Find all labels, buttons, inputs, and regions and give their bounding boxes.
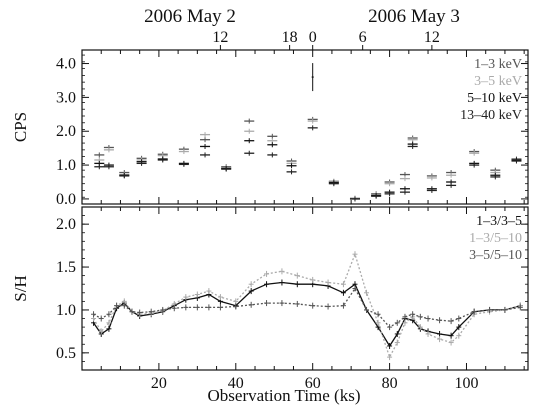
plot-frame: [81, 49, 529, 205]
legend-entry: 13–40 keV: [460, 108, 522, 123]
y-tick-label: 1.5: [56, 259, 76, 276]
legend-entry: 1–3/5–10: [469, 231, 522, 246]
x-axis-label: Observation Time (ks): [208, 386, 361, 405]
y-tick-label: 1.0: [56, 157, 76, 174]
series-line: [92, 281, 521, 348]
y-axis-label: S/H: [11, 275, 30, 301]
data-points: [94, 63, 522, 202]
top-hour-label: 12: [212, 29, 228, 46]
y-tick-label: 4.0: [56, 56, 76, 73]
y-tick-label: 2.0: [56, 123, 76, 140]
y-tick-label: 0.0: [56, 191, 76, 208]
top-hour-label: 18: [282, 29, 298, 46]
plot-frame: [81, 206, 529, 371]
x-tick-label: 40: [228, 375, 244, 392]
top-date-labels: 2006 May 2 2006 May 3: [144, 6, 460, 27]
y-tick-label: 1.0: [56, 302, 76, 319]
series-line: [93, 287, 521, 328]
y-axis-label: CPS: [11, 112, 30, 142]
y-tick-label: 3.0: [56, 89, 76, 106]
legend-entry: 1–3 keV: [474, 57, 522, 72]
legend-entry: 1–3/3–5: [476, 214, 522, 229]
legend-entry: 5–10 keV: [467, 91, 522, 106]
series-lines: [91, 251, 523, 361]
panel-cps: 0.0 1.0 2.0 3.0 4.0 CPS 1–3 keV 3–5 keV 5–10 keV…: [11, 29, 529, 208]
top-hour-label: 6: [359, 29, 367, 46]
top-date-label-2: 2006 May 3: [368, 6, 460, 27]
y-tick-label: 2.0: [56, 216, 76, 233]
x-tick-label: 20: [151, 375, 167, 392]
series-line: [92, 252, 521, 359]
x-tick-label: 60: [305, 375, 321, 392]
top-hour-label: 0: [309, 29, 317, 46]
top-date-label-1: 2006 May 2: [144, 6, 236, 27]
x-tick-label: 100: [454, 375, 478, 392]
x-tick-label: 80: [382, 375, 398, 392]
legend-entry: 3–5 keV: [474, 74, 522, 89]
legend-entry: 3–5/5–10: [469, 248, 522, 263]
y-tick-label: 0.5: [56, 345, 76, 362]
top-hour-label: 12: [424, 29, 440, 46]
panel-ratio: 0.5 1.0 1.5 2.0 S/H 1–3/3–5 1–3/5–10 3–5/5–10 20…: [11, 206, 529, 392]
